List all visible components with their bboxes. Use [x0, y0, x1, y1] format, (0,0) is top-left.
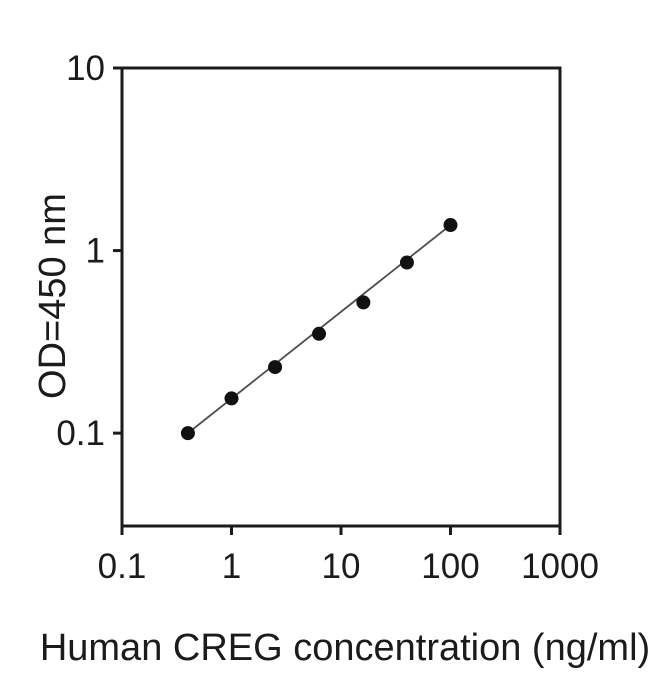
data-point [443, 218, 458, 233]
y-axis-title: OD=450 nm [32, 193, 74, 399]
x-tick-label: 1000 [521, 547, 599, 586]
data-point [268, 360, 283, 375]
data-point [356, 295, 371, 310]
y-tick-label: 1 [86, 232, 105, 271]
x-tick-label: 100 [421, 547, 479, 586]
y-tick-label: 0.1 [56, 414, 105, 453]
x-tick-label: 1 [222, 547, 241, 586]
x-tick-label: 0.1 [98, 547, 147, 586]
plot-frame [120, 66, 562, 528]
data-point [312, 326, 327, 341]
data-point [399, 255, 414, 270]
data-point [224, 391, 239, 406]
data-point [180, 426, 195, 441]
x-axis-title: Human CREG concentration (ng/ml) [39, 627, 650, 669]
x-tick-label: 10 [322, 547, 361, 586]
y-tick-label: 10 [66, 49, 105, 88]
